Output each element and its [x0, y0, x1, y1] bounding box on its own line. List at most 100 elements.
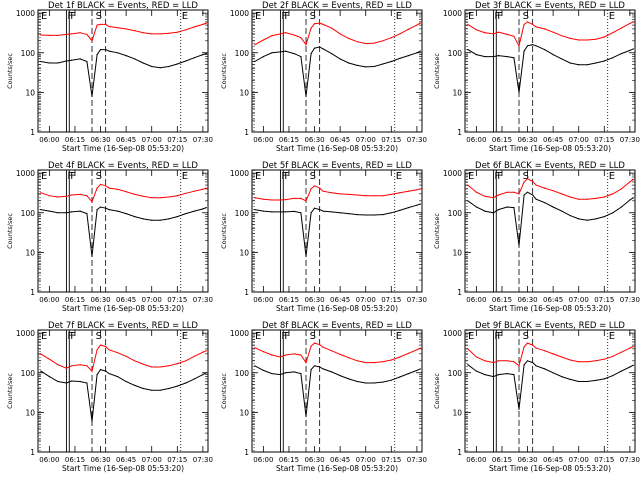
- data-point-events: [348, 62, 350, 64]
- data-point-events: [506, 373, 508, 375]
- data-point-lld: [86, 365, 88, 367]
- data-point-events: [416, 204, 418, 206]
- x-tick-label: 07:30: [407, 136, 427, 144]
- data-point-events: [419, 203, 421, 205]
- series-line-lld: [254, 185, 421, 202]
- y-tick-label: 1000: [16, 9, 35, 18]
- marker-label-e: E: [41, 11, 47, 22]
- x-tick-label: 07:30: [407, 456, 427, 464]
- data-point-events: [513, 57, 515, 59]
- data-point-lld: [271, 354, 273, 356]
- data-point-events: [105, 370, 107, 372]
- data-point-events: [91, 95, 93, 97]
- data-point-lld: [117, 352, 119, 354]
- data-point-lld: [57, 196, 59, 198]
- data-point-events: [105, 49, 107, 51]
- data-point-events: [382, 381, 384, 383]
- y-axis-label: Counts/sec: [220, 53, 228, 89]
- data-point-events: [620, 206, 623, 208]
- data-point-events: [185, 213, 187, 215]
- data-point-lld: [262, 351, 264, 353]
- data-point-events: [117, 376, 119, 378]
- x-tick-label: 06:15: [65, 456, 85, 464]
- data-point-lld: [523, 23, 525, 25]
- data-point-lld: [356, 194, 358, 196]
- data-point-lld: [552, 190, 554, 192]
- data-point-events: [168, 387, 170, 390]
- data-point-lld: [205, 350, 207, 352]
- data-point-lld: [356, 41, 358, 43]
- data-point-lld: [552, 31, 554, 33]
- data-point-events: [506, 56, 508, 58]
- data-point-events: [407, 207, 409, 209]
- x-tick-label: 06:15: [279, 456, 299, 464]
- data-point-lld: [526, 21, 529, 23]
- x-tick-label: 07:00: [142, 456, 162, 464]
- data-point-lld: [134, 360, 136, 362]
- data-point-lld: [159, 366, 161, 368]
- data-point-events: [535, 365, 537, 367]
- y-tick-label: 1000: [230, 169, 249, 178]
- data-point-lld: [284, 354, 287, 356]
- x-tick-label: 06:45: [116, 136, 136, 144]
- y-tick-label: 10: [239, 408, 249, 417]
- data-point-lld: [305, 362, 307, 364]
- data-point-lld: [254, 347, 256, 349]
- data-point-lld: [57, 34, 59, 37]
- x-tick-label: 06:30: [517, 296, 537, 304]
- data-point-lld: [532, 180, 534, 182]
- x-tick-label: 07:30: [193, 456, 213, 464]
- data-point-events: [348, 378, 350, 380]
- series-line-events: [254, 46, 421, 97]
- y-tick-label: 100: [21, 49, 36, 58]
- data-point-events: [632, 364, 634, 366]
- marker-label-s: S: [96, 11, 102, 22]
- data-point-lld: [475, 191, 477, 193]
- data-point-lld: [70, 33, 73, 35]
- data-point-events: [356, 64, 358, 66]
- panel-title: Det 7f BLACK = Events, RED = LLD: [48, 321, 198, 331]
- data-point-events: [279, 374, 281, 376]
- data-point-events: [497, 374, 500, 376]
- data-point-lld: [142, 32, 144, 34]
- data-point-lld: [48, 34, 51, 37]
- x-axis-label: Start Time (16-Sep-08 05:53:20): [62, 464, 184, 473]
- data-point-lld: [612, 32, 614, 34]
- data-point-events: [552, 54, 554, 56]
- plot-frame: [464, 9, 636, 133]
- marker-label-s: S: [523, 171, 529, 182]
- data-point-lld: [279, 33, 281, 35]
- data-point-events: [603, 216, 605, 218]
- data-point-lld: [416, 349, 418, 351]
- data-point-lld: [313, 342, 316, 344]
- marker-label-e: E: [41, 171, 47, 182]
- data-point-lld: [419, 347, 421, 349]
- data-point-events: [407, 55, 409, 57]
- data-point-lld: [313, 185, 316, 187]
- data-point-events: [526, 360, 529, 362]
- data-point-events: [322, 368, 324, 370]
- data-point-lld: [300, 354, 302, 356]
- marker-label-e: E: [396, 331, 402, 342]
- data-point-events: [523, 194, 525, 196]
- data-point-lld: [79, 193, 81, 195]
- data-point-lld: [40, 192, 42, 194]
- data-point-events: [612, 212, 614, 214]
- data-point-events: [96, 209, 98, 211]
- data-point-lld: [284, 199, 287, 201]
- data-point-events: [105, 207, 107, 209]
- data-point-events: [416, 52, 418, 54]
- y-tick-label: 100: [235, 209, 250, 218]
- data-point-lld: [319, 22, 321, 24]
- data-point-lld: [142, 195, 144, 197]
- data-point-lld: [513, 361, 515, 363]
- marker-label-e: E: [255, 331, 261, 342]
- x-tick-label: 06:00: [466, 296, 486, 304]
- data-point-lld: [91, 370, 93, 372]
- data-point-events: [117, 52, 119, 54]
- x-tick-label: 06:00: [253, 456, 273, 464]
- data-point-events: [70, 211, 73, 213]
- x-tick-label: 07:15: [594, 456, 614, 464]
- marker-label-e: E: [182, 331, 188, 342]
- x-tick-label: 06:15: [65, 136, 85, 144]
